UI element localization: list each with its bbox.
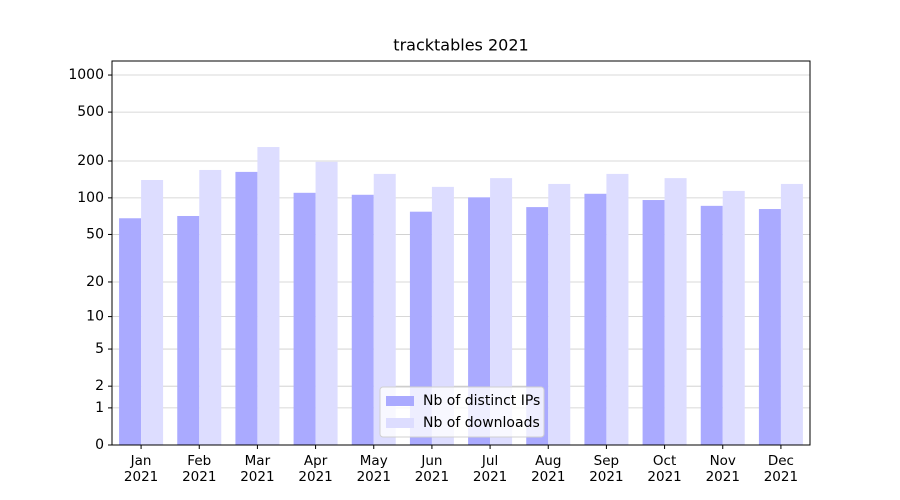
x-tick-label: Jan 2021 xyxy=(123,453,159,485)
y-tick-label: 100 xyxy=(77,190,104,206)
y-tick-label: 20 xyxy=(86,274,104,290)
bar xyxy=(177,215,200,445)
bar xyxy=(664,178,687,446)
x-tick-label: Aug 2021 xyxy=(531,453,566,485)
bar xyxy=(373,173,396,445)
x-tick-label: Mar 2021 xyxy=(240,453,275,485)
bar xyxy=(606,173,629,445)
y-tick-label: 200 xyxy=(77,153,104,169)
legend-label: Nb of downloads xyxy=(423,415,540,431)
x-tick-label: May 2021 xyxy=(356,453,391,485)
bar xyxy=(722,190,745,445)
bar xyxy=(293,192,316,445)
bar xyxy=(526,207,549,445)
bar xyxy=(235,171,258,445)
bar xyxy=(700,205,723,445)
bar xyxy=(199,169,222,445)
bar xyxy=(780,183,803,446)
x-tick-label: Apr 2021 xyxy=(298,453,333,485)
y-tick-label: 0 xyxy=(95,437,104,453)
bar xyxy=(141,179,164,445)
x-tick-label: Jul 2021 xyxy=(472,453,508,485)
x-tick-label: Nov 2021 xyxy=(705,453,740,485)
legend-swatch xyxy=(386,418,414,428)
bar xyxy=(548,183,571,446)
bar xyxy=(351,194,374,445)
plot-frame xyxy=(111,60,811,446)
legend-box xyxy=(379,386,545,438)
y-tick-label: 10 xyxy=(86,309,104,325)
bar xyxy=(257,147,280,446)
y-tick-label: 5 xyxy=(95,341,104,357)
bar xyxy=(431,186,454,446)
legend-label: Nb of distinct IPs xyxy=(423,393,540,409)
legend: Nb of distinct IPs Nb of downloads xyxy=(379,386,545,438)
bar xyxy=(468,197,491,445)
x-tick-label: Sep 2021 xyxy=(589,453,624,485)
bar xyxy=(119,218,142,445)
y-tick-label: 1000 xyxy=(68,67,104,83)
bar xyxy=(758,209,781,445)
bar xyxy=(490,178,513,446)
x-tick-label: Feb 2021 xyxy=(182,453,217,485)
y-tick-label: 50 xyxy=(86,226,104,242)
x-tick-label: Oct 2021 xyxy=(647,453,682,485)
bar xyxy=(315,161,338,446)
bar xyxy=(642,200,665,445)
legend-swatch xyxy=(386,396,414,406)
y-tick-label: 1 xyxy=(95,400,104,416)
y-tick-label: 500 xyxy=(77,104,104,120)
y-tick-label: 2 xyxy=(95,378,104,394)
bar xyxy=(584,193,607,445)
chart-title: tracktables 2021 xyxy=(393,36,528,55)
x-tick-label: Jun 2021 xyxy=(414,453,450,485)
x-tick-label: Dec 2021 xyxy=(763,453,799,485)
